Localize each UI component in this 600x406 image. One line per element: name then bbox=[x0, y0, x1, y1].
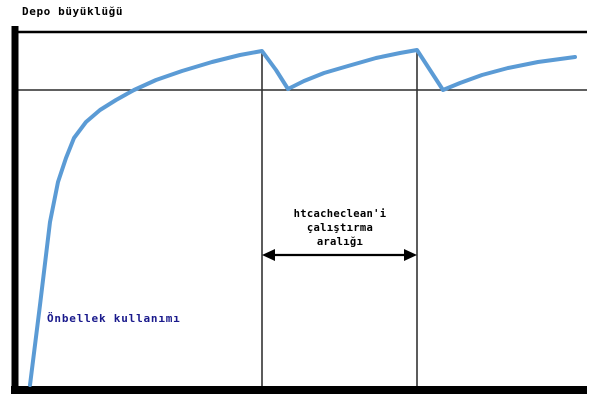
interval-label-line-3: aralığı bbox=[316, 236, 364, 248]
interval-arrow-head-left bbox=[262, 249, 275, 261]
cache-usage-label: Önbellek kullanımı bbox=[47, 312, 181, 325]
cache-usage-curve bbox=[28, 48, 577, 387]
interval-arrow bbox=[262, 249, 417, 261]
htcacheclean-interval-label: htcacheclean'i çalıştırma aralığı bbox=[263, 207, 417, 249]
interval-label-line-1: htcacheclean'i bbox=[293, 208, 387, 220]
interval-label-line-2: çalıştırma bbox=[306, 222, 374, 234]
interval-arrow-head-right bbox=[404, 249, 417, 261]
page-title: Depo büyüklüğü bbox=[22, 5, 124, 18]
